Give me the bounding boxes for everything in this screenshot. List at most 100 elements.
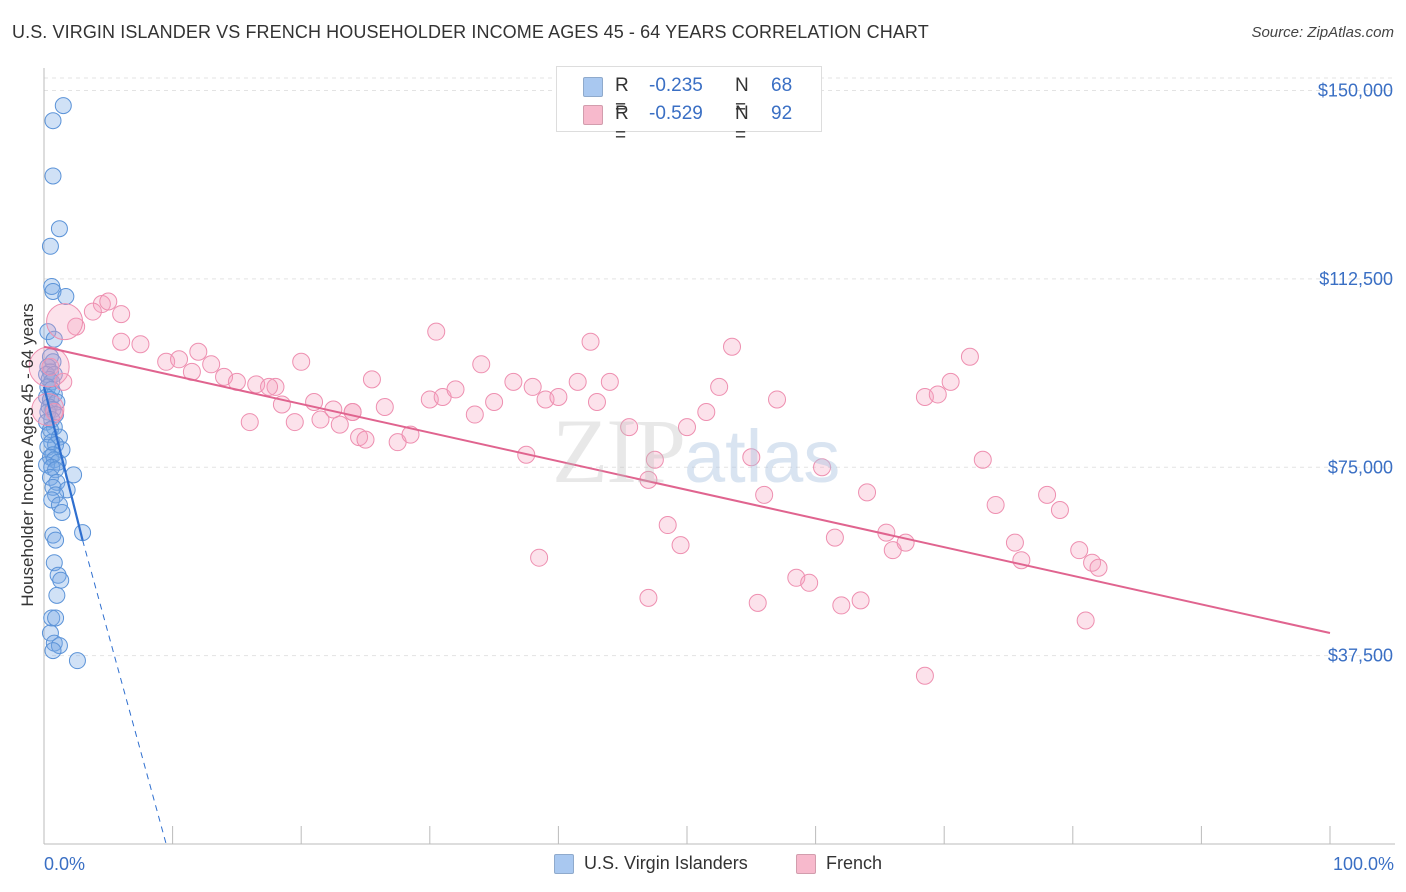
french-point [768, 390, 787, 409]
french-point [858, 483, 877, 502]
french-point [748, 593, 767, 612]
french-point [851, 591, 870, 610]
french-point [639, 588, 658, 607]
french-point [530, 548, 549, 567]
legend-swatch-pink [796, 854, 816, 874]
french-point [375, 398, 394, 417]
french-point [986, 495, 1005, 514]
french-point [671, 536, 690, 555]
french-point [83, 302, 102, 321]
french-trend-line [43, 345, 1331, 635]
french-point [915, 666, 934, 685]
french-point [504, 372, 523, 391]
french-point [465, 405, 484, 424]
french-point [825, 528, 844, 547]
french-point [1038, 485, 1057, 504]
x-tick-label-min: 0.0% [44, 854, 85, 874]
french-point [41, 357, 60, 376]
french-point [620, 418, 639, 437]
virgin-islander-point [52, 571, 70, 589]
french-point-large [46, 303, 84, 341]
r-label: R = [615, 103, 629, 146]
french-point [362, 370, 381, 389]
zipatlas-watermark: ZIPatlas [552, 398, 840, 504]
y-tick-label: $150,000 [1318, 81, 1393, 101]
french-point [240, 413, 259, 432]
french-point [645, 450, 664, 469]
stats-box: R = -0.235 N = 68 R = -0.529 N = 92 [556, 66, 822, 146]
french-point [446, 380, 465, 399]
french-point [311, 410, 330, 429]
watermark-atlas: atlas [684, 415, 841, 498]
french-point [832, 596, 851, 615]
french-point [973, 450, 992, 469]
french-point [170, 350, 189, 369]
french-point [1076, 611, 1095, 630]
virgin-islander-point [48, 586, 66, 604]
virgin-islander-point [44, 167, 62, 185]
french-point [472, 355, 491, 374]
virgin-islander-point [44, 112, 62, 130]
french-point [356, 430, 375, 449]
french-point [600, 372, 619, 391]
french-point [54, 372, 73, 391]
french-point [427, 322, 446, 341]
french-point [581, 332, 600, 351]
french-point [523, 377, 542, 396]
y-tick-label: $37,500 [1328, 646, 1393, 666]
french-point [285, 413, 304, 432]
r-value: -0.529 [649, 103, 703, 124]
stats-swatch-pink [583, 105, 603, 125]
french-point-large [31, 393, 65, 427]
virgin-islander-point [47, 531, 65, 549]
french-point-large [28, 346, 70, 388]
virgin-islander-point [49, 566, 67, 584]
french-point [800, 573, 819, 592]
french-point [99, 292, 118, 311]
french-point [485, 392, 504, 411]
french-point [742, 448, 761, 467]
virgin-islander-point [44, 282, 62, 300]
source-label: Source: ZipAtlas.com [1251, 24, 1394, 41]
french-point [1089, 558, 1108, 577]
french-point [941, 372, 960, 391]
legend-swatch-blue [554, 854, 574, 874]
french-point [292, 352, 311, 371]
french-point [189, 342, 208, 361]
virgin-islander-point [41, 624, 59, 642]
french-point [330, 415, 349, 434]
stats-swatch-blue [583, 77, 603, 97]
virgin-islander-point [45, 554, 63, 572]
legend-label: U.S. Virgin Islanders [584, 853, 748, 873]
french-point [343, 403, 362, 422]
r-label: R = [615, 75, 629, 118]
french-point [131, 335, 150, 354]
n-label: N = [735, 103, 749, 146]
virgin-islander-point [47, 609, 65, 627]
french-point [755, 485, 774, 504]
french-point [401, 425, 420, 444]
y-tick-label: $75,000 [1328, 457, 1393, 477]
french-point [549, 387, 568, 406]
french-point [112, 305, 131, 324]
y-axis-label: Householder Income Ages 45 - 64 years [18, 303, 37, 607]
r-value: -0.235 [649, 75, 703, 96]
virgin-islander-point [44, 526, 62, 544]
virgin-islander-point [41, 237, 59, 255]
french-point [928, 385, 947, 404]
french-point [202, 355, 221, 374]
french-point [960, 347, 979, 366]
n-label: N = [735, 75, 749, 118]
n-value: 92 [771, 103, 793, 124]
n-value: 68 [771, 75, 793, 96]
french-point [710, 377, 729, 396]
chart-title: U.S. VIRGIN ISLANDER VS FRENCH HOUSEHOLD… [12, 22, 929, 42]
french-point [568, 372, 587, 391]
virgin-islander-point [54, 97, 72, 115]
french-point [1050, 500, 1069, 519]
virgin-islander-point [53, 503, 71, 521]
x-tick-label-max: 100.0% [1333, 854, 1394, 874]
french-point [813, 458, 832, 477]
french-point [678, 418, 696, 437]
